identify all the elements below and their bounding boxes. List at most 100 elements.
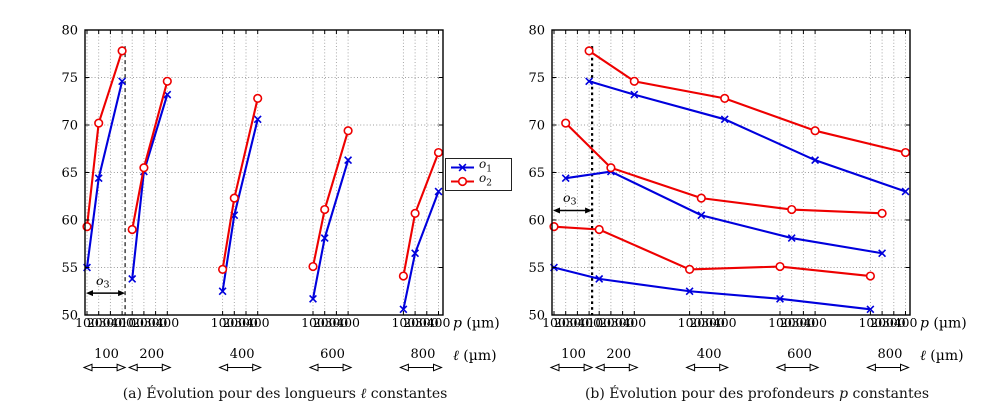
- svg-text:400: 400: [697, 347, 722, 362]
- svg-text:p (µm): p (µm): [920, 316, 967, 332]
- svg-text:200: 200: [139, 347, 164, 362]
- svg-text:400: 400: [894, 315, 918, 330]
- svg-text:75: 75: [61, 71, 78, 86]
- svg-text:100: 100: [391, 315, 415, 330]
- svg-text:100: 100: [75, 315, 99, 330]
- series: [82, 46, 444, 314]
- svg-text:800: 800: [411, 347, 436, 362]
- svg-text:200: 200: [87, 315, 111, 330]
- svg-text:300: 300: [234, 315, 258, 330]
- svg-text:600: 600: [787, 347, 812, 362]
- panel-b-plot: o350556065707580100200300400100200300400…: [528, 24, 967, 372]
- svg-text:600: 600: [320, 347, 345, 362]
- grid: [85, 30, 443, 315]
- svg-text:100: 100: [94, 347, 119, 362]
- svg-text:80: 80: [528, 24, 545, 39]
- svg-text:100: 100: [858, 315, 882, 330]
- svg-text:55: 55: [528, 261, 545, 276]
- legend-box: o1 o2: [445, 158, 512, 191]
- svg-text:o3: o3: [563, 190, 577, 208]
- svg-text:200: 200: [870, 315, 894, 330]
- svg-text:100: 100: [678, 315, 702, 330]
- svg-text:60: 60: [528, 214, 545, 229]
- svg-text:55: 55: [61, 261, 78, 276]
- svg-text:200: 200: [599, 315, 623, 330]
- svg-text:300: 300: [98, 315, 122, 330]
- svg-text:300: 300: [415, 315, 439, 330]
- svg-text:50: 50: [61, 309, 78, 324]
- svg-text:800: 800: [878, 347, 903, 362]
- svg-text:p (µm): p (µm): [453, 316, 500, 332]
- svg-text:100: 100: [542, 315, 566, 330]
- svg-text:200: 200: [606, 347, 631, 362]
- svg-text:100: 100: [768, 315, 792, 330]
- svg-text:200: 200: [689, 315, 713, 330]
- axes-frame: [551, 29, 911, 316]
- svg-text:50: 50: [528, 309, 545, 324]
- series-o2-p200: [561, 118, 887, 218]
- svg-text:300: 300: [701, 315, 725, 330]
- series: [549, 46, 911, 314]
- svg-text:400: 400: [622, 315, 646, 330]
- series-o2: [82, 46, 444, 281]
- svg-text:70: 70: [528, 119, 545, 134]
- x-axis-unit-label: p (µm): [920, 316, 967, 332]
- svg-text:300: 300: [791, 315, 815, 330]
- svg-text:100: 100: [301, 315, 325, 330]
- svg-text:200: 200: [132, 315, 156, 330]
- svg-text:60: 60: [61, 214, 78, 229]
- series-o2-p400: [584, 46, 911, 158]
- legend-entry-o1: o1: [450, 158, 508, 175]
- series-o2-p100: [549, 222, 876, 281]
- svg-text:ℓ (µm): ℓ (µm): [453, 348, 497, 364]
- panel-a-plot: o350556065707580100200300400100200300400…: [61, 24, 500, 372]
- svg-text:200: 200: [222, 315, 246, 330]
- svg-text:80: 80: [61, 24, 78, 39]
- svg-text:400: 400: [577, 315, 601, 330]
- caption-panel-a: (a) Évolution pour des longueurs ℓ const…: [122, 386, 448, 402]
- svg-text:300: 300: [611, 315, 635, 330]
- legend-line-o2-icon: [451, 176, 474, 187]
- svg-text:300: 300: [144, 315, 168, 330]
- svg-text:100: 100: [120, 315, 144, 330]
- y-tick-labels: 50 55 60 65 70 75 80: [61, 24, 78, 324]
- l-axis-row: 100 200 400 600 800 ℓ (µm): [549, 347, 964, 372]
- svg-text:ℓ (µm): ℓ (µm): [920, 348, 964, 364]
- svg-text:200: 200: [403, 315, 427, 330]
- axes-frame: [84, 29, 444, 316]
- svg-text:65: 65: [528, 166, 545, 181]
- y-tick-labels: 50 55 60 65 70 75 80: [528, 24, 545, 324]
- svg-text:100: 100: [211, 315, 235, 330]
- svg-text:75: 75: [528, 71, 545, 86]
- svg-text:400: 400: [155, 315, 179, 330]
- svg-text:200: 200: [554, 315, 578, 330]
- svg-text:100: 100: [561, 347, 586, 362]
- svg-text:400: 400: [803, 315, 827, 330]
- legend-line-o1-icon: [451, 163, 474, 172]
- svg-text:100: 100: [587, 315, 611, 330]
- svg-text:o3: o3: [96, 273, 110, 291]
- svg-text:400: 400: [110, 315, 134, 330]
- svg-text:400: 400: [246, 315, 270, 330]
- svg-text:300: 300: [324, 315, 348, 330]
- svg-text:300: 300: [565, 315, 589, 330]
- svg-text:400: 400: [713, 315, 737, 330]
- l-axis-row: 100 200 400 600 800 ℓ (µm): [82, 347, 497, 372]
- legend-label-o2: o2: [479, 171, 492, 189]
- svg-text:200: 200: [780, 315, 804, 330]
- svg-text:200: 200: [313, 315, 337, 330]
- series-o1: [83, 77, 443, 314]
- caption-panel-b: (b) Évolution pour des profondeurs p con…: [584, 386, 930, 402]
- series-o1-p400: [585, 77, 910, 196]
- svg-text:300: 300: [882, 315, 906, 330]
- svg-text:400: 400: [230, 347, 255, 362]
- x-axis-unit-label: p (µm): [453, 316, 500, 332]
- legend-entry-o2: o2: [450, 171, 508, 189]
- svg-text:70: 70: [61, 119, 78, 134]
- svg-text:65: 65: [61, 166, 78, 181]
- svg-text:400: 400: [336, 315, 360, 330]
- svg-text:400: 400: [427, 315, 451, 330]
